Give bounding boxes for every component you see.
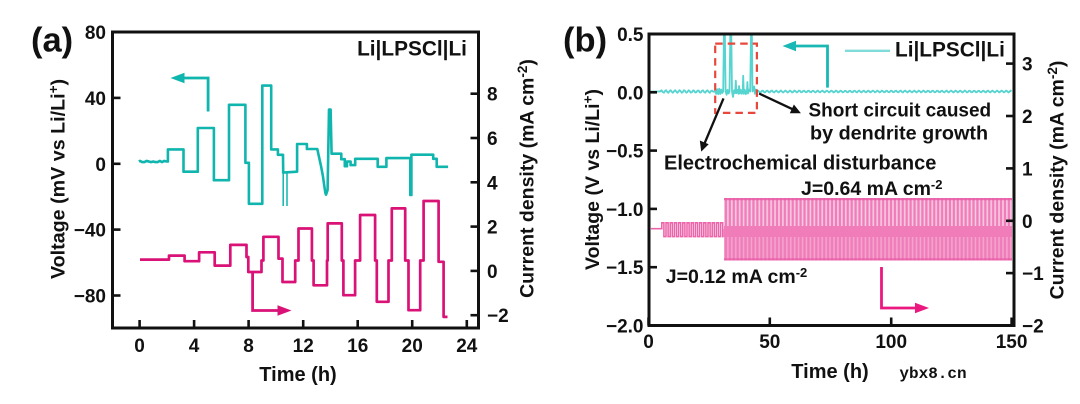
- svg-text:(b): (b): [563, 22, 607, 60]
- svg-text:ybx8.cn: ybx8.cn: [899, 365, 966, 383]
- svg-text:0: 0: [95, 155, 106, 176]
- svg-text:Time (h): Time (h): [791, 361, 868, 383]
- svg-text:Electrochemical disturbance: Electrochemical disturbance: [664, 153, 936, 175]
- svg-text:0: 0: [134, 336, 145, 357]
- svg-text:−1.5: −1.5: [606, 258, 644, 279]
- svg-text:50: 50: [759, 332, 780, 353]
- svg-text:J=0.64 mA cm-2: J=0.64 mA cm-2: [801, 177, 942, 200]
- svg-text:0: 0: [1022, 212, 1033, 233]
- svg-text:−1.0: −1.0: [606, 200, 644, 221]
- svg-text:(a): (a): [31, 22, 73, 60]
- svg-text:−0.5: −0.5: [606, 142, 644, 163]
- svg-text:0: 0: [487, 262, 498, 283]
- svg-text:Current density (mA cm-2): Current density (mA cm-2): [515, 59, 539, 298]
- svg-text:−2: −2: [1022, 317, 1044, 338]
- svg-text:40: 40: [85, 89, 106, 110]
- svg-text:8: 8: [243, 336, 254, 357]
- svg-text:24: 24: [456, 336, 478, 357]
- svg-text:1: 1: [1022, 159, 1033, 180]
- svg-text:4: 4: [487, 173, 498, 194]
- svg-text:100: 100: [875, 332, 907, 353]
- svg-text:−2.0: −2.0: [606, 317, 644, 338]
- svg-text:3: 3: [1022, 55, 1033, 76]
- svg-text:8: 8: [487, 85, 498, 106]
- svg-text:by dendrite growth: by dendrite growth: [810, 122, 988, 144]
- svg-text:Time (h): Time (h): [259, 364, 336, 386]
- svg-text:−80: −80: [74, 287, 106, 308]
- svg-text:−40: −40: [74, 221, 106, 242]
- svg-text:Voltage (mV vs Li/Li+): Voltage (mV vs Li/Li+): [46, 79, 70, 279]
- svg-text:−2: −2: [487, 306, 509, 327]
- svg-text:0.0: 0.0: [617, 83, 643, 104]
- svg-text:80: 80: [85, 23, 106, 44]
- svg-text:4: 4: [189, 336, 200, 357]
- svg-text:150: 150: [996, 332, 1028, 353]
- svg-text:16: 16: [347, 336, 368, 357]
- svg-text:Voltage (V vs Li/Li+): Voltage (V vs Li/Li+): [581, 89, 605, 270]
- svg-text:0: 0: [643, 332, 654, 353]
- svg-text:−1: −1: [1022, 264, 1044, 285]
- svg-text:20: 20: [402, 336, 423, 357]
- svg-text:Li|LPSCl|Li: Li|LPSCl|Li: [357, 38, 467, 61]
- svg-text:Current density (mA cm-2): Current density (mA cm-2): [1045, 61, 1069, 300]
- svg-text:J=0.12 mA cm-2: J=0.12 mA cm-2: [666, 265, 807, 288]
- svg-text:Li|LPSCl|Li: Li|LPSCl|Li: [895, 39, 1005, 62]
- svg-text:12: 12: [293, 336, 314, 357]
- svg-text:6: 6: [487, 129, 498, 150]
- svg-text:2: 2: [1022, 107, 1033, 128]
- svg-text:0.5: 0.5: [617, 25, 644, 46]
- svg-text:Short circuit caused: Short circuit caused: [809, 101, 992, 122]
- svg-text:2: 2: [487, 218, 498, 239]
